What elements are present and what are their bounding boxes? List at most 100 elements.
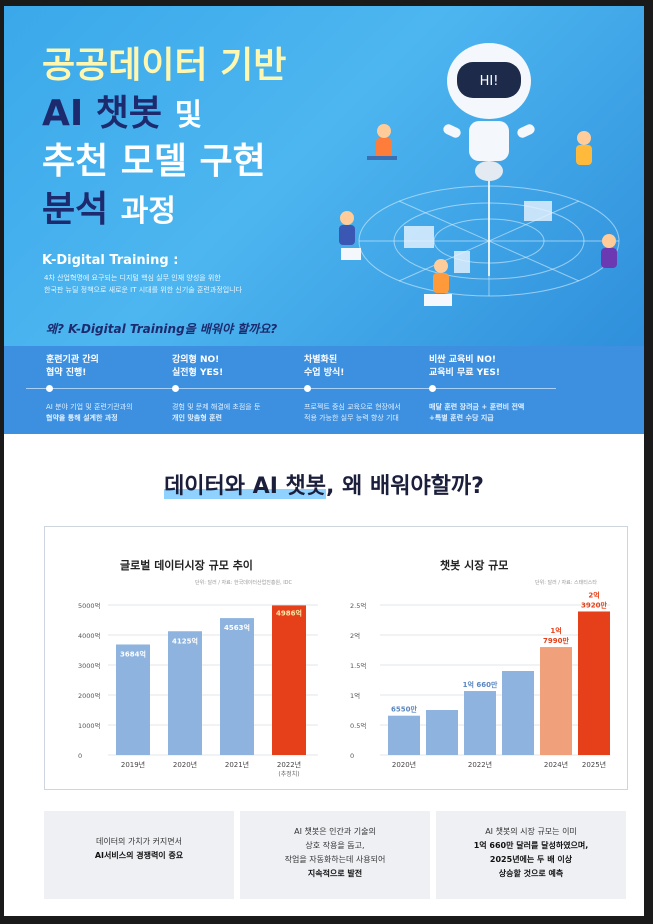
y-tick-label: 0	[78, 752, 82, 760]
data-label: 6550만	[391, 705, 417, 714]
feature-heading: 차별화된	[304, 355, 338, 365]
card-text: 상호 작용을 돕고,	[305, 841, 365, 850]
people-illustrations	[339, 124, 617, 306]
bar	[168, 631, 202, 755]
section-title: 데이터와 AI 챗봇, 왜 배워야할까?	[4, 468, 644, 500]
x-tick-label: 2020년	[392, 760, 416, 769]
title-and: 및	[174, 98, 203, 133]
title-line-2: AI 챗봇 및	[42, 96, 202, 132]
chart-source-chatbot-market: 단위: 달러 / 자료: 스태티스타	[535, 580, 598, 586]
data-label: 3684억	[120, 649, 146, 658]
robot-illustration: HI!	[339, 43, 620, 306]
x-tick-label: 2019년	[121, 760, 145, 769]
card-text: 작업을 자동화하는데 사용되어	[284, 855, 386, 864]
kdt-heading: K-Digital Training :	[42, 253, 179, 268]
feature-divider	[26, 388, 556, 389]
y-tick-label: 0	[350, 752, 354, 760]
data-label: 1억	[550, 626, 561, 635]
y-tick-label: 1000억	[78, 722, 101, 730]
feature-desc: 프로젝트 중심 교육으로 현장에서 적용 가능한 실무 능력 향상 기대	[304, 403, 401, 422]
bar	[578, 611, 610, 755]
insight-card: AI 챗봇은 인간과 기술의 상호 작용을 돕고, 작업을 자동화하는데 사용되…	[240, 811, 430, 899]
data-label: 4125억	[172, 636, 198, 645]
section-title-rest: , 왜 배워야할까?	[326, 474, 484, 499]
bar	[540, 647, 572, 755]
feature-heading: 협약 진행!	[46, 368, 87, 378]
insight-card: 데이터의 가치가 커지면서 AI서비스의 경쟁력이 중요	[44, 811, 234, 899]
feature-desc: 매달 훈련 장려금 + 훈련비 전액 +특별 훈련 수당 지급	[429, 403, 525, 422]
feature-heading: 교육비 무료 YES!	[429, 368, 500, 378]
card-text-bold: 상승할 것으로 예측	[498, 869, 564, 878]
robot-visor-text: HI!	[480, 74, 499, 89]
card-text-bold: 2025년에는 두 배 이상	[489, 855, 573, 864]
chart-title-chatbot-market: 챗봇 시장 규모	[440, 559, 509, 572]
poster: 공공데이터 기반 AI 챗봇 및 추천 모델 구현 분석 과정 K-Digita…	[4, 6, 644, 916]
title-line-4: 분석 과정	[42, 192, 176, 228]
bar	[388, 715, 420, 755]
bar-chart-data-market: 0 1000억 2000억 3000억 4000억 5000억 3684억 2019년 4125…	[78, 602, 318, 778]
x-tick-label: 2024년	[544, 760, 568, 769]
kdt-desc-line-2: 한국판 뉴딜 정책으로 새로운 IT 시대를 위한 신기술 훈련과정입니다	[44, 286, 243, 294]
why-question: 왜? K-Digital Training을 배워야 할까요?	[46, 322, 278, 336]
x-tick-label: 2022년	[468, 760, 492, 769]
title-line-1: 공공데이터 기반	[42, 45, 287, 86]
y-tick-label: 1.5억	[350, 662, 366, 670]
feature-item: 훈련기관 간의 협약 진행! AI 분야 기업 및 훈련기관과의 협약을 통해 설…	[46, 354, 171, 422]
feature-item: 비싼 교육비 NO! 교육비 무료 YES! 매달 훈련 장려금 + 훈련비 전…	[429, 354, 554, 422]
y-tick-label: 2억	[350, 632, 360, 640]
title-course: 과정	[120, 194, 176, 229]
card-text-bold: 지속적으로 발전	[307, 869, 363, 878]
x-tick-label: 2025년	[582, 760, 606, 769]
chart-source-data-market: 단위: 달러 / 자료: 한국데이터산업진흥원, IDC	[195, 580, 293, 586]
card-text-bold: 1억 660만 달러를 달성하였으며,	[473, 841, 589, 850]
data-label: 3920만	[581, 600, 607, 609]
y-tick-label: 3000억	[78, 662, 101, 670]
title-ai-chatbot: AI 챗봇	[42, 93, 163, 134]
robot: HI!	[443, 43, 535, 181]
robot-visor	[457, 62, 521, 98]
bar	[116, 644, 150, 755]
bar	[464, 691, 496, 755]
bar	[220, 618, 254, 755]
card-text: AI 챗봇은 인간과 기술의	[294, 827, 376, 836]
card-text: 데이터의 가치가 커지면서	[95, 837, 183, 846]
card-text-bold: AI서비스의 경쟁력이 중요	[94, 851, 184, 860]
x-tick-note: (추정치)	[278, 770, 299, 778]
kdt-description: 4차 산업혁명에 요구되는 디지털 핵심 실무 인재 양성을 위한 한국판 뉴딜…	[44, 272, 314, 296]
feature-dot	[429, 385, 436, 392]
data-label: 7990만	[543, 636, 569, 645]
y-tick-label: 1억	[350, 692, 360, 700]
feature-item: 강의형 NO! 실전형 YES! 경험 및 문제 해결에 초점을 둔 개인 맞춤형…	[172, 354, 297, 422]
y-tick-label: 2.5억	[350, 602, 366, 610]
feature-item: 차별화된 수업 방식! 프로젝트 중심 교육으로 현장에서 적용 가능한 실무 능…	[304, 354, 429, 422]
data-label: 1억 660만	[463, 680, 498, 689]
data-label: 4986억	[276, 608, 302, 617]
feature-desc: AI 분야 기업 및 훈련기관과의 협약을 통해 설계한 과정	[46, 403, 133, 422]
data-label: 2억	[588, 590, 599, 599]
feature-dot	[172, 385, 179, 392]
charts-panel: 글로벌 데이터시장 규모 추이 단위: 달러 / 자료: 한국데이터산업진흥원,…	[44, 526, 628, 790]
section-title-highlight: 데이터와 AI 챗봇	[164, 474, 327, 499]
feature-heading: 수업 방식!	[304, 368, 345, 378]
insight-card: AI 챗봇의 시장 규모는 이미 1억 660만 달러를 달성하였으며, 202…	[436, 811, 626, 899]
feature-heading: 훈련기관 간의	[46, 355, 99, 365]
x-tick-label: 2020년	[173, 760, 197, 769]
feature-dot	[304, 385, 311, 392]
title-analysis: 분석	[42, 189, 109, 230]
data-label: 4563억	[224, 623, 250, 632]
chart-title-data-market: 글로벌 데이터시장 규모 추이	[120, 559, 253, 572]
y-tick-label: 5000억	[78, 602, 101, 610]
card-text: AI 챗봇의 시장 규모는 이미	[485, 827, 577, 836]
bar-chart-chatbot-market: 0 0.5억 1억 1.5억 2억 2.5억 6550만 2020년 1억 660만 2022년 1…	[350, 590, 610, 769]
kdt-desc-line-1: 4차 산업혁명에 요구되는 디지털 핵심 실무 인재 양성을 위한	[44, 274, 221, 282]
y-tick-label: 0.5억	[350, 722, 366, 730]
title-line-3: 추천 모델 구현	[42, 141, 266, 182]
hero-banner: 공공데이터 기반 AI 챗봇 및 추천 모델 구현 분석 과정 K-Digita…	[4, 6, 644, 346]
x-tick-label: 2021년	[225, 760, 249, 769]
feature-desc: 경험 및 문제 해결에 초점을 둔 개인 맞춤형 훈련	[172, 403, 261, 422]
feature-heading: 실전형 YES!	[172, 368, 224, 378]
y-tick-label: 4000억	[78, 632, 101, 640]
bar	[426, 710, 458, 755]
y-tick-label: 2000억	[78, 692, 101, 700]
feature-heading: 비싼 교육비 NO!	[429, 355, 496, 365]
